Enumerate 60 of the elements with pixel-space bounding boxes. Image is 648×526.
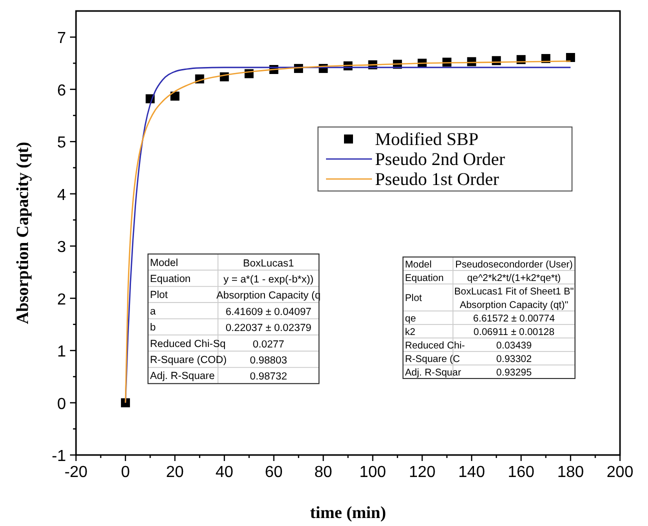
x-tick-label: 180 xyxy=(557,464,584,481)
y-tick-label: 1 xyxy=(57,344,66,361)
annotation: k2 xyxy=(405,326,416,338)
annotation: Pseudosecondorder (User) xyxy=(455,260,573,271)
y-tick-label: 7 xyxy=(57,30,66,48)
x-tick-label: 100 xyxy=(359,464,386,481)
point xyxy=(170,92,180,101)
annotation: qe xyxy=(405,313,416,324)
annotation: qe^2*k2*t/(1+k2*qe*t) xyxy=(467,273,561,284)
point xyxy=(566,52,576,62)
annotation: BoxLucas1 Fit of Sheet1 B" Absorption Capacity (qt)" xyxy=(454,286,574,312)
annotation: Equation xyxy=(405,272,444,284)
annotation: Model xyxy=(405,259,432,270)
y-tick-label: 2 xyxy=(57,291,66,308)
annotation: Equation xyxy=(150,274,191,286)
annotation: y = a*(1 - exp(-b*x)) xyxy=(223,274,314,286)
annotation: Plot xyxy=(405,293,422,304)
legend-label: Pseudo 1st Order xyxy=(375,169,499,189)
y-tick-label: 0 xyxy=(57,396,66,413)
legend-label: Pseudo 2nd Order xyxy=(375,149,505,169)
x-tick-label: 0 xyxy=(121,464,130,481)
y-tick-label: 4 xyxy=(57,186,66,204)
x-tick-label: 200 xyxy=(606,464,634,481)
annotation: 0.93295 xyxy=(496,368,532,379)
y-tick-label: 6 xyxy=(57,82,66,100)
annotation: 6.41609 ± 0.04097 xyxy=(226,306,312,318)
annotation: 0.0277 xyxy=(252,339,285,350)
annotation: R-Square (COD) xyxy=(150,355,227,366)
x-tick-label: 80 xyxy=(314,464,332,481)
annotation: a xyxy=(150,306,156,318)
annotation: R-Square (C xyxy=(405,354,460,365)
y-tick-label: 5 xyxy=(57,134,66,152)
annotation: Reduced Chi- xyxy=(405,340,465,352)
y-axis-title: Absorption Capacity (qt) xyxy=(13,142,32,324)
annotation: Plot xyxy=(150,290,168,302)
annotation: b xyxy=(150,322,156,334)
annotation: 0.98732 xyxy=(250,372,288,383)
annotation: Adj. R-Squar xyxy=(405,367,462,378)
y-tick-label: -1 xyxy=(52,448,66,465)
x-tick-label: -20 xyxy=(64,464,88,481)
annotation: 6.61572 ± 0.00774 xyxy=(473,314,556,325)
annotation: 0.03439 xyxy=(496,340,532,352)
x-tick-label: 20 xyxy=(166,464,184,481)
annotation: Adj. R-Square xyxy=(150,371,215,382)
annotation: Model xyxy=(150,258,178,269)
annotation: 0.06911 ± 0.00128 xyxy=(474,327,556,338)
x-axis-title: time (min) xyxy=(310,503,386,522)
x-tick-label: 140 xyxy=(458,464,486,481)
x-tick-label: 160 xyxy=(508,464,535,481)
legend-label: Modified SBP xyxy=(375,129,479,149)
annotation: 0.22037 ± 0.02379 xyxy=(226,323,312,334)
y-tick-label: 3 xyxy=(57,239,66,256)
annotation: 0.93302 xyxy=(496,354,532,366)
annotation: Reduced Chi-Sq xyxy=(150,338,226,350)
x-tick-label: 60 xyxy=(264,464,283,481)
annotation: 0.98803 xyxy=(250,355,288,366)
x-tick-label: 120 xyxy=(408,464,436,481)
annotation: BoxLucas1 xyxy=(243,258,294,270)
x-tick-label: 40 xyxy=(215,464,234,481)
point xyxy=(120,398,130,408)
